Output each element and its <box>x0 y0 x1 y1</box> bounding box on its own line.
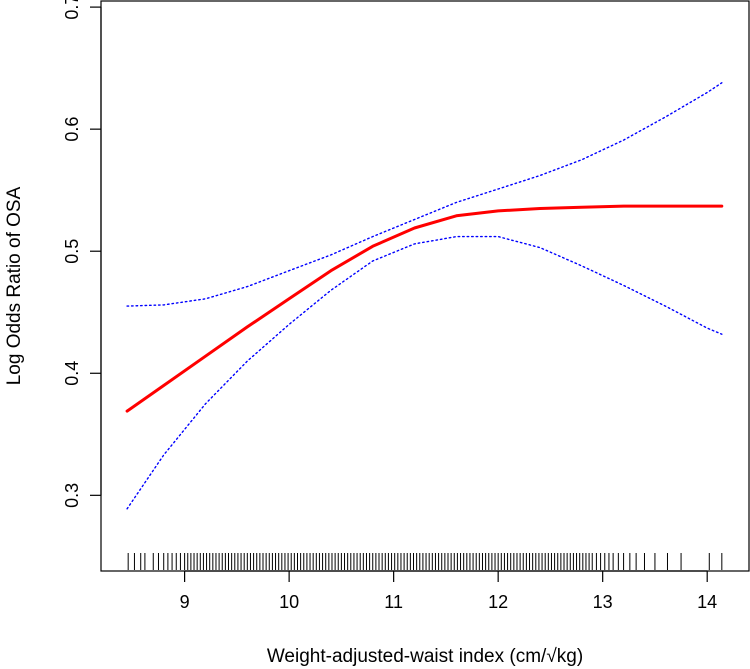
plot-frame <box>100 0 750 572</box>
y-axis: 0.3 0.4 0.5 0.6 0.7 <box>62 0 102 508</box>
y-tick-label-0.6: 0.6 <box>62 117 82 142</box>
x-tick-label-10: 10 <box>279 592 299 612</box>
x-axis-label: Weight-adjusted-waist index (cm/√kg) <box>267 646 583 667</box>
x-tick-label-11: 11 <box>384 592 403 612</box>
ci-lines-layer <box>126 82 723 510</box>
x-tick-label-14: 14 <box>697 592 717 612</box>
x-tick-label-13: 13 <box>593 592 613 612</box>
x-tick-label-9: 9 <box>180 592 190 612</box>
rug-layer <box>127 553 723 570</box>
x-axis: 9 10 11 12 13 14 <box>180 570 717 612</box>
y-tick-label-0.3: 0.3 <box>62 483 82 508</box>
x-tick-label-12: 12 <box>488 592 508 612</box>
y-axis-label: Log Odds Ratio of OSA <box>4 186 25 385</box>
y-tick-label-0.4: 0.4 <box>62 361 82 386</box>
y-tick-label-0.7: 0.7 <box>62 0 82 20</box>
ci-upper-line <box>126 82 723 307</box>
fit-line-layer <box>125 204 724 413</box>
y-tick-label-0.5: 0.5 <box>62 239 82 264</box>
fit-line <box>125 204 724 413</box>
ci-lower-line <box>126 235 723 510</box>
